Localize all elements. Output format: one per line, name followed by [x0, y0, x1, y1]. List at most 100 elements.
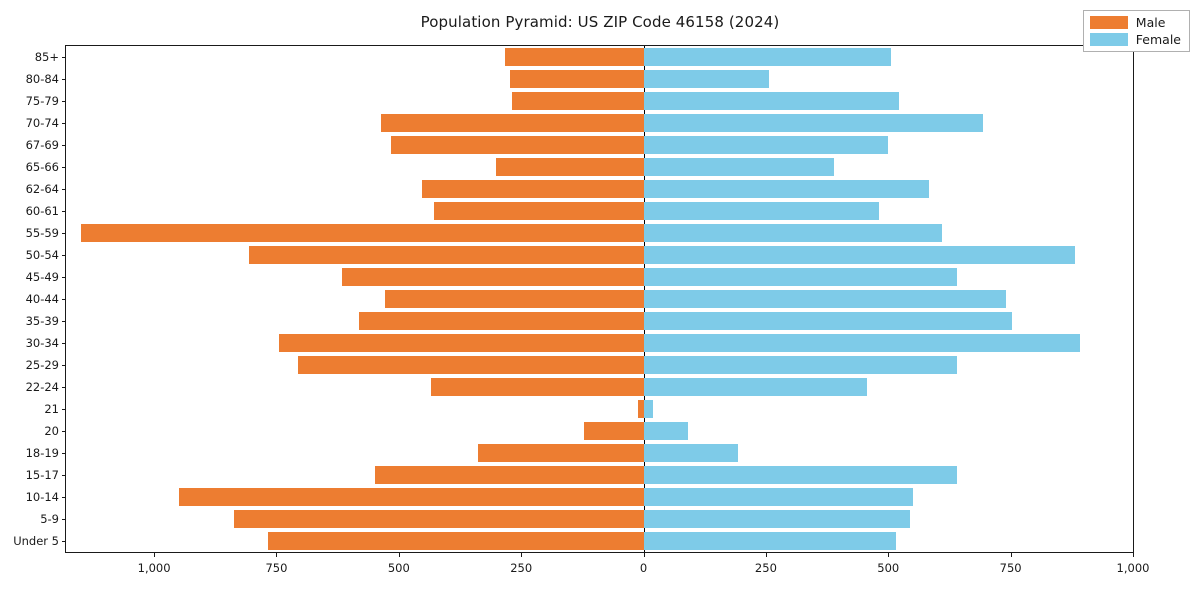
bar-female-25-29 — [643, 356, 957, 374]
x-tick-label-3: 250 — [510, 561, 533, 575]
y-tick-mark — [62, 453, 66, 454]
bar-male-40-44 — [384, 290, 644, 308]
legend-item-female[interactable]: Female — [1089, 33, 1181, 46]
bar-row — [66, 92, 1133, 110]
bar-female-18-19 — [643, 444, 738, 462]
bar-male-18-19 — [478, 444, 644, 462]
x-tick-label-8: 1,000 — [1116, 561, 1150, 575]
y-tick-label-20: 20 — [44, 424, 59, 438]
bar-female-20 — [643, 422, 689, 440]
y-tick-mark — [62, 277, 66, 278]
bar-row — [66, 532, 1133, 550]
bar-row — [66, 70, 1133, 88]
bar-male-85- — [505, 48, 644, 66]
bar-male-22-24 — [431, 378, 644, 396]
x-tick-mark — [1010, 553, 1012, 557]
legend-item-male[interactable]: Male — [1089, 15, 1181, 30]
y-tick-label-50-54: 50-54 — [25, 248, 59, 262]
bar-row — [66, 114, 1133, 132]
y-tick-mark — [62, 57, 66, 58]
bar-male-67-69 — [391, 136, 644, 154]
y-tick-label-85-: 85+ — [34, 50, 59, 64]
bar-row — [66, 444, 1133, 462]
bar-female-35-39 — [643, 312, 1012, 330]
x-tick-label-0: 1,000 — [137, 561, 171, 575]
y-tick-mark — [62, 101, 66, 102]
y-tick-mark — [62, 431, 66, 432]
y-tick-mark — [62, 189, 66, 190]
bar-female-45-49 — [643, 268, 957, 286]
bar-male-70-74 — [380, 114, 644, 132]
y-tick-mark — [62, 497, 66, 498]
y-tick-mark — [62, 365, 66, 366]
bar-male-10-14 — [179, 488, 644, 506]
y-tick-label-75-79: 75-79 — [25, 94, 59, 108]
bar-row — [66, 180, 1133, 198]
bar-female-15-17 — [643, 466, 957, 484]
bar-female-70-74 — [643, 114, 984, 132]
chart-legend: Male Female — [1082, 10, 1190, 52]
bar-male-55-59 — [80, 224, 644, 242]
x-tick-label-6: 500 — [877, 561, 900, 575]
y-tick-mark — [62, 299, 66, 300]
x-tick-mark — [1133, 553, 1134, 557]
x-tick-label-4: 0 — [639, 561, 648, 575]
bar-male-62-64 — [421, 180, 644, 198]
y-tick-label-70-74: 70-74 — [25, 116, 59, 130]
y-tick-mark — [62, 321, 66, 322]
bar-female-65-66 — [643, 158, 834, 176]
y-tick-label-65-66: 65-66 — [25, 160, 59, 174]
bar-male-65-66 — [496, 158, 644, 176]
bar-female-21 — [643, 400, 654, 418]
x-tick-label-2: 500 — [387, 561, 410, 575]
bar-row — [66, 158, 1133, 176]
x-tick-label-5: 250 — [754, 561, 777, 575]
y-tick-label-80-84: 80-84 — [25, 72, 59, 86]
bar-male-35-39 — [358, 312, 644, 330]
bar-male-80-84 — [510, 70, 644, 88]
bar-row — [66, 334, 1133, 352]
legend-swatch-male — [1089, 16, 1128, 29]
y-tick-label-55-59: 55-59 — [25, 226, 59, 240]
x-tick-mark — [521, 553, 523, 557]
y-tick-label-15-17: 15-17 — [25, 468, 59, 482]
bar-female-67-69 — [643, 136, 889, 154]
bar-row — [66, 356, 1133, 374]
bar-row — [66, 466, 1133, 484]
bar-row — [66, 312, 1133, 330]
bar-row — [66, 202, 1133, 220]
y-tick-mark — [62, 409, 66, 410]
y-tick-label-under-5: Under 5 — [13, 534, 59, 548]
bar-male-45-49 — [342, 268, 644, 286]
bar-female-55-59 — [643, 224, 942, 242]
legend-label-male: Male — [1135, 15, 1166, 30]
bar-male-5-9 — [234, 510, 644, 528]
y-tick-label-30-34: 30-34 — [25, 336, 59, 350]
y-tick-mark — [62, 123, 66, 124]
bar-male-under-5 — [267, 532, 644, 550]
x-tick-mark — [276, 553, 278, 557]
plot-area — [62, 45, 1134, 553]
y-tick-mark — [62, 145, 66, 146]
bar-row — [66, 488, 1133, 506]
bar-female-40-44 — [643, 290, 1006, 308]
y-tick-mark — [62, 167, 66, 168]
y-tick-label-40-44: 40-44 — [25, 292, 59, 306]
legend-swatch-female — [1089, 33, 1128, 46]
chart-title: Population Pyramid: US ZIP Code 46158 (2… — [420, 13, 780, 31]
bar-row — [66, 422, 1133, 440]
bar-row — [66, 48, 1133, 66]
y-tick-mark — [62, 541, 66, 542]
y-tick-mark — [62, 519, 66, 520]
bar-row — [66, 378, 1133, 396]
y-tick-mark — [62, 387, 66, 388]
bar-row — [66, 268, 1133, 286]
bar-male-25-29 — [298, 356, 644, 374]
y-tick-label-62-64: 62-64 — [25, 182, 59, 196]
bar-male-15-17 — [375, 466, 644, 484]
y-tick-mark — [62, 79, 66, 80]
x-tick-mark — [888, 553, 890, 557]
y-tick-mark — [62, 255, 66, 256]
x-tick-mark — [643, 553, 645, 557]
